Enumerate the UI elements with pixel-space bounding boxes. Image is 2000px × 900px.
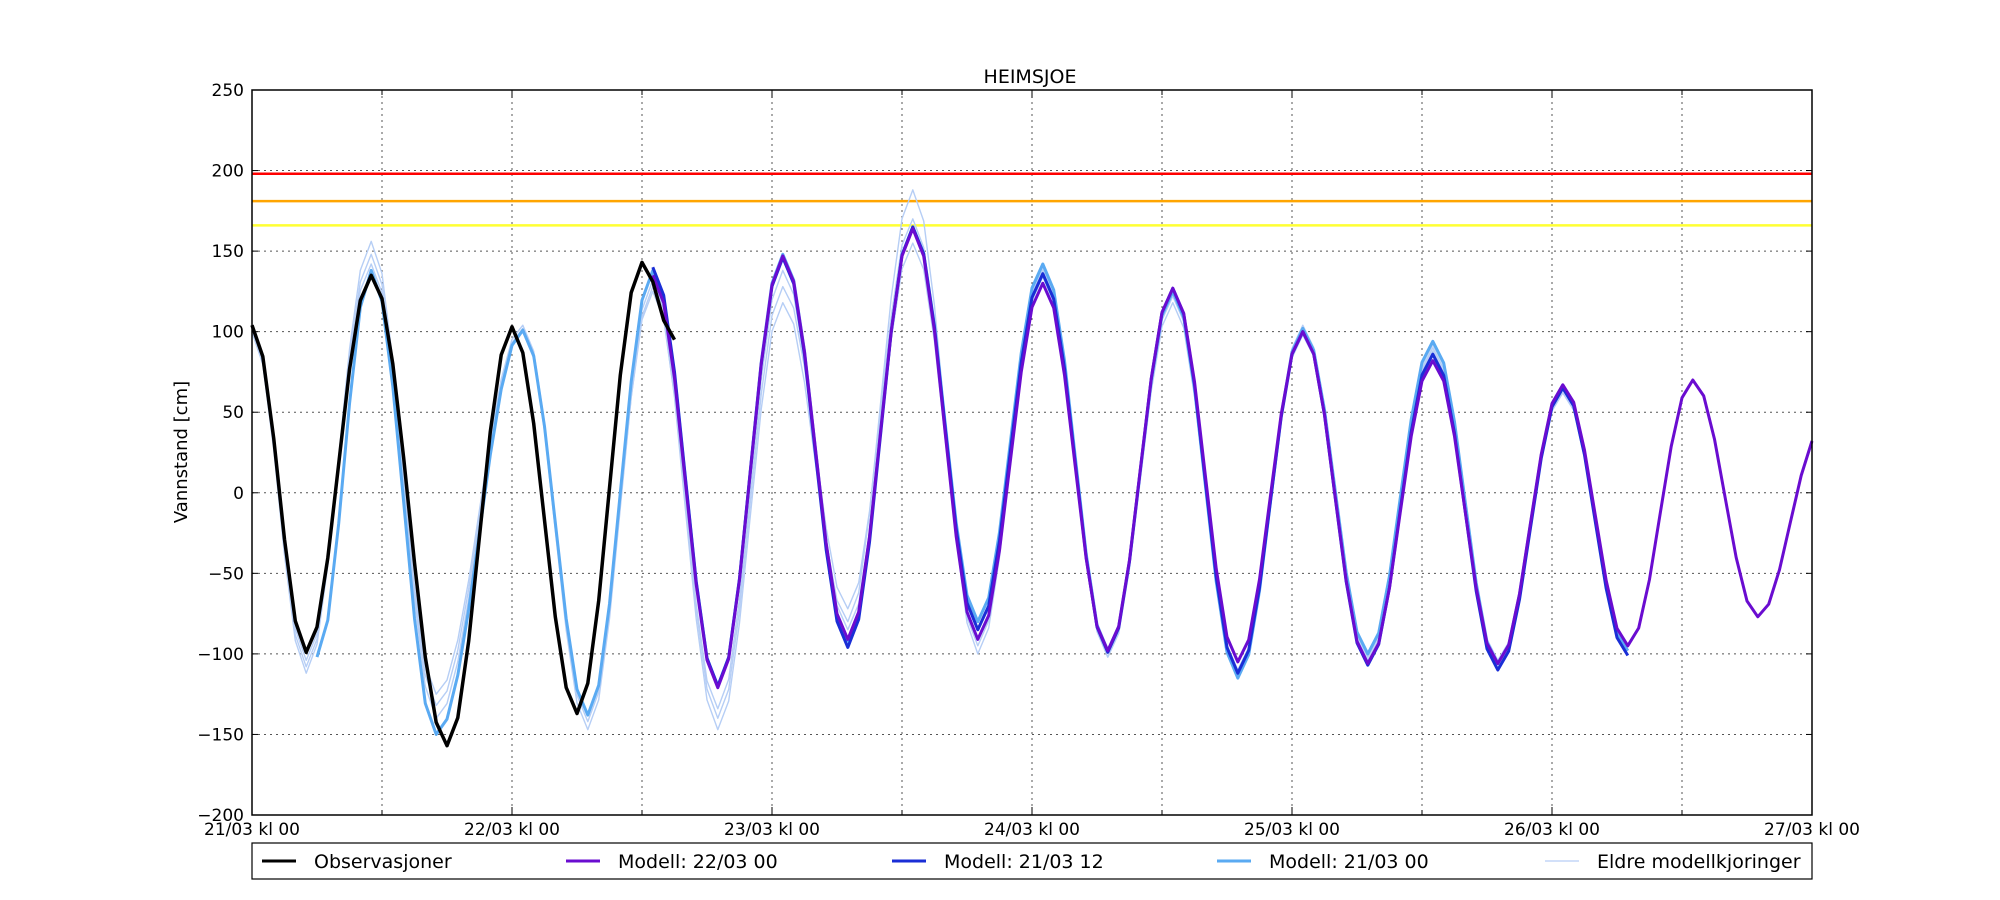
y-tick-label: −100 (197, 645, 244, 665)
y-axis-label: Vannstand [cm] (171, 381, 192, 523)
x-tick-label: 27/03 kl 00 (1764, 820, 1860, 840)
x-axis: 21/03 kl 00 22/03 kl 00 23/03 kl 00 24/03 k… (204, 90, 1860, 840)
legend-label: Eldre modellkjoringer (1597, 851, 1801, 873)
legend-label: Modell: 21/03 00 (1269, 851, 1429, 873)
series-line (651, 227, 1814, 690)
legend-label: Modell: 21/03 12 (944, 851, 1104, 873)
y-tick-label: −150 (197, 725, 244, 745)
y-tick-label: 150 (212, 242, 244, 262)
series-line-older-runs (251, 218, 1629, 723)
y-tick-label: 50 (222, 403, 244, 423)
legend-label: Observasjoner (314, 851, 452, 873)
chart-title: HEIMSJOE (984, 66, 1077, 88)
x-tick-label: 23/03 kl 00 (724, 820, 820, 840)
threshold-lines (252, 172, 1812, 227)
x-tick-label: 26/03 kl 00 (1504, 820, 1600, 840)
x-tick-label: 25/03 kl 00 (1244, 820, 1340, 840)
series-line (315, 225, 1630, 736)
grid (252, 90, 1812, 815)
legend: Observasjoner Modell: 22/03 00 Modell: 21/… (262, 851, 1801, 873)
y-axis: −200 −150 −100 −50 0 50 100 150 200 250 (197, 81, 1812, 826)
y-tick-label: 250 (212, 81, 244, 101)
x-tick-label: 22/03 kl 00 (464, 820, 560, 840)
y-tick-label: 100 (212, 323, 244, 343)
y-tick-label: 0 (233, 484, 244, 504)
series-lines (250, 189, 1814, 748)
legend-label: Modell: 22/03 00 (618, 851, 778, 873)
x-tick-label: 21/03 kl 00 (204, 820, 300, 840)
y-tick-label: −200 (197, 806, 244, 826)
y-tick-label: −50 (208, 564, 244, 584)
y-tick-label: 200 (212, 162, 244, 182)
series-line (250, 260, 677, 748)
x-tick-label: 24/03 kl 00 (984, 820, 1080, 840)
